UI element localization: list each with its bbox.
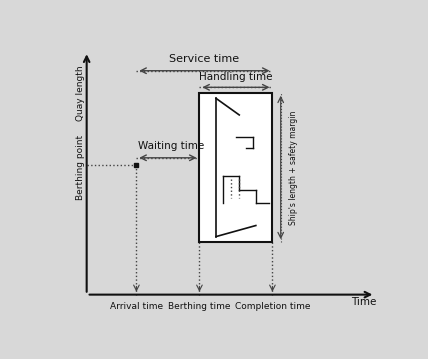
Text: Quay length: Quay length	[75, 65, 85, 121]
Bar	[199, 93, 273, 242]
Text: Completion time: Completion time	[235, 302, 310, 311]
Text: Service time: Service time	[169, 54, 240, 64]
Text: Berthing point: Berthing point	[75, 135, 85, 200]
Text: Berthing time: Berthing time	[168, 302, 231, 311]
Text: Handling time: Handling time	[199, 72, 273, 82]
Text: Time: Time	[351, 297, 377, 307]
Text: Ship's length + safety margin: Ship's length + safety margin	[289, 110, 298, 225]
Text: Waiting time: Waiting time	[138, 141, 205, 151]
Text: Arrival time: Arrival time	[110, 302, 163, 311]
